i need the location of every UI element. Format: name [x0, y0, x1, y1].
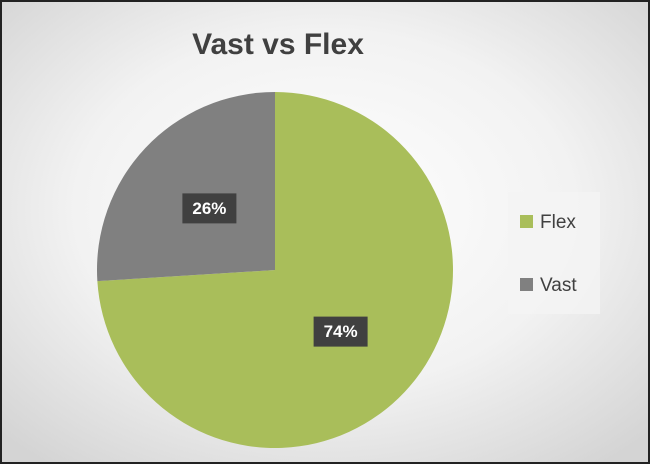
legend-swatch [520, 215, 533, 228]
chart-title: Vast vs Flex [192, 28, 364, 61]
legend-box [508, 192, 600, 314]
legend-swatch [520, 278, 533, 291]
pie-slice [97, 92, 275, 282]
data-label-box [182, 193, 237, 224]
data-label: 26% [192, 199, 226, 218]
legend-label: Vast [540, 275, 577, 296]
data-label-box [313, 316, 368, 347]
legend-label: Flex [540, 212, 576, 233]
pie-slice [97, 92, 454, 448]
data-label: 74% [324, 322, 358, 341]
